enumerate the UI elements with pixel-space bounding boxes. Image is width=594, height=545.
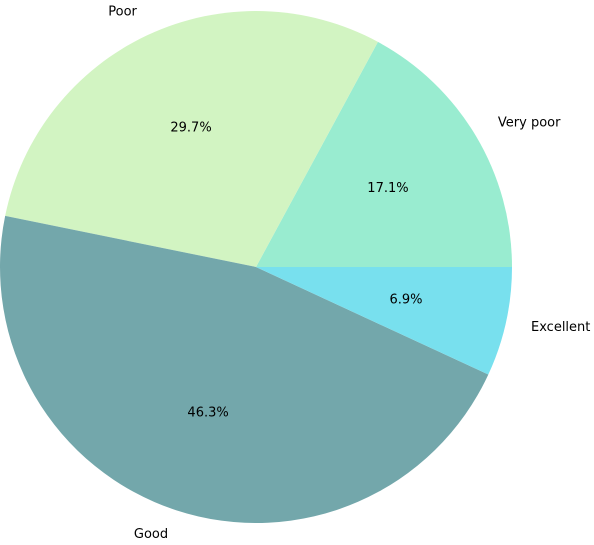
pie-slices [0, 11, 512, 524]
slice-percent-label: 17.1% [367, 181, 408, 196]
pie-slice-very-poor [256, 41, 512, 268]
pie-slice-poor [5, 11, 378, 267]
pie-slice-good [0, 215, 489, 524]
pie-slice-excellent [256, 267, 512, 375]
pie-labels: 17.1% Very poor 29.7% Poor 46.3% Good 6.9% Exce… [108, 4, 590, 542]
slice-category-label: Good [134, 527, 168, 541]
slice-percent-label: 29.7% [170, 120, 211, 135]
slice-category-label: Very poor [498, 115, 561, 130]
slice-category-label: Excellent [531, 320, 590, 335]
slice-category-label: Poor [108, 4, 137, 19]
slice-percent-label: 46.3% [187, 405, 228, 420]
slice-percent-label: 6.9% [389, 293, 422, 308]
